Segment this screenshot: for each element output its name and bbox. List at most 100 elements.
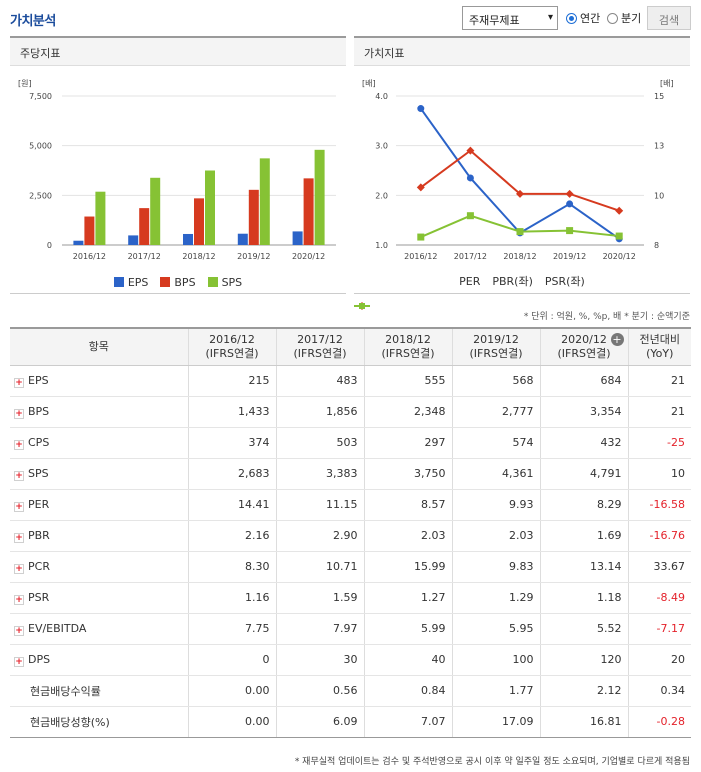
y-tick-label-left: 1.0	[375, 241, 388, 250]
table-row: + PCR 8.30 10.71 15.99 9.83 13.14 33.67	[10, 551, 691, 583]
value-cell: 30	[275, 644, 364, 676]
row-label: PBR	[28, 528, 50, 542]
row-label-cell: 현금배당수익률	[10, 675, 188, 707]
legend-swatch	[207, 277, 218, 287]
page-title: 가치분석	[10, 14, 56, 29]
row-label-cell[interactable]: + PBR	[10, 520, 188, 552]
legend-label: PBR(좌)	[492, 275, 533, 288]
expand-icon[interactable]: +	[14, 439, 24, 450]
value-cell: 100	[451, 644, 540, 676]
radio-checked-icon	[566, 13, 577, 24]
legend-label: PSR(좌)	[544, 275, 585, 288]
value-cell: 503	[275, 427, 364, 459]
expand-icon[interactable]: +	[14, 656, 24, 667]
yoy-cell: -8.49	[627, 582, 691, 614]
table-row: + EPS 215 483 555 568 684 21	[10, 365, 691, 397]
row-label-cell[interactable]: + DPS	[10, 644, 188, 676]
valuation-panel-title: 가치지표	[354, 38, 690, 66]
row-label-cell[interactable]: + CPS	[10, 427, 188, 459]
row-label-cell[interactable]: + BPS	[10, 396, 188, 428]
add-column-icon[interactable]: +	[610, 333, 624, 346]
legend-item: PSR(좌)	[354, 275, 585, 309]
y-axis-unit: [원]	[18, 79, 32, 88]
legend-swatch	[113, 277, 124, 287]
yoy-cell: -0.28	[627, 706, 691, 738]
value-cell: 2,683	[187, 458, 276, 490]
col-header-yoy: 전년대비 (YoY)	[627, 327, 691, 366]
col-header-item: 항목	[10, 327, 188, 366]
x-tick-label: 2018/12	[503, 252, 536, 261]
value-cell: 1.77	[451, 675, 540, 707]
expand-icon[interactable]: +	[14, 594, 24, 605]
table-row: + BPS 1,433 1,856 2,348 2,777 3,354 21	[10, 396, 691, 428]
expand-icon[interactable]: +	[14, 625, 24, 636]
expand-icon[interactable]: +	[14, 470, 24, 481]
table-row: + PBR 2.16 2.90 2.03 2.03 1.69 -16.76	[10, 520, 691, 552]
legend-label: SPS	[221, 276, 243, 289]
point-psr	[615, 232, 623, 240]
point-per	[417, 105, 425, 113]
y-tick-label-right: 10	[654, 191, 664, 200]
bar-sps	[259, 158, 270, 245]
yoy-cell: -16.58	[627, 489, 691, 521]
analysis-header: 가치분석 주재무제표 ▾ 연간 분기 검색	[10, 0, 691, 36]
table-row: + DPS 0 30 40 100 120 20	[10, 644, 691, 676]
x-tick-label: 2020/12	[603, 252, 636, 261]
value-cell: 16.81	[539, 706, 628, 738]
value-cell: 1.16	[187, 582, 276, 614]
bar-bps	[139, 208, 150, 245]
value-cell: 8.29	[539, 489, 628, 521]
bar-eps	[237, 233, 248, 245]
row-label-cell[interactable]: + PER	[10, 489, 188, 521]
col-header-year: 2017/12	[297, 332, 343, 346]
valuation-legend: PER PBR(좌) PSR(좌)	[354, 273, 690, 310]
y-tick-label: 7,500	[29, 92, 52, 101]
value-cell: 2.03	[451, 520, 540, 552]
search-button[interactable]: 검색	[647, 6, 691, 30]
row-label-cell[interactable]: + EPS	[10, 365, 188, 397]
row-label-cell[interactable]: + EV/EBITDA	[10, 613, 188, 645]
value-cell: 1.59	[275, 582, 364, 614]
col-header-basis: (IFRS연결)	[381, 346, 435, 360]
yoy-cell: 0.34	[627, 675, 691, 707]
value-cell: 684	[539, 365, 628, 397]
value-cell: 483	[275, 365, 364, 397]
col-header-basis: (IFRS연결)	[205, 346, 259, 360]
y-tick-label: 0	[47, 241, 52, 250]
radio-quarter-label: 분기	[621, 12, 642, 25]
col-header-year: 2018/12	[385, 332, 431, 346]
yoy-cell: 33.67	[627, 551, 691, 583]
expand-icon[interactable]: +	[14, 408, 24, 419]
row-label: SPS	[28, 466, 49, 480]
valuation-panel: 가치지표 [배] [배] 4.0 3.0 2.0 1.0 15 13 10 8 2016/12 201…	[354, 36, 690, 310]
expand-icon[interactable]: +	[14, 377, 24, 388]
col-header-2019: 2019/12 (IFRS연결)	[451, 327, 540, 366]
bar-bps	[248, 189, 259, 245]
table-header-row: 항목 2016/12 (IFRS연결) 2017/12 (IFRS연결) 2018/…	[10, 327, 691, 366]
radio-annual[interactable]: 연간	[566, 6, 600, 30]
col-header-basis: (IFRS연결)	[469, 346, 523, 360]
value-cell: 1.29	[451, 582, 540, 614]
x-tick-label: 2019/12	[237, 252, 270, 261]
row-label-cell[interactable]: + PCR	[10, 551, 188, 583]
statement-type-select[interactable]: 주재무제표 ▾	[462, 6, 558, 30]
col-header-year: 2016/12	[209, 332, 255, 346]
row-label: BPS	[28, 404, 50, 418]
table-row: + CPS 374 503 297 574 432 -25	[10, 427, 691, 459]
bar-eps	[292, 231, 303, 245]
value-cell: 7.97	[275, 613, 364, 645]
legend-item: BPS	[160, 276, 196, 289]
point-psr	[466, 212, 474, 220]
expand-icon[interactable]: +	[14, 501, 24, 512]
x-tick-label: 2020/12	[292, 252, 325, 261]
value-cell: 5.52	[539, 613, 628, 645]
value-cell: 2.16	[187, 520, 276, 552]
row-label: PCR	[28, 559, 50, 573]
yoy-cell: -25	[627, 427, 691, 459]
row-label-cell[interactable]: + PSR	[10, 582, 188, 614]
expand-icon[interactable]: +	[14, 563, 24, 574]
col-header-yoy-sub: (YoY)	[646, 346, 674, 360]
row-label-cell[interactable]: + SPS	[10, 458, 188, 490]
radio-quarter[interactable]: 분기	[607, 6, 641, 30]
expand-icon[interactable]: +	[14, 532, 24, 543]
